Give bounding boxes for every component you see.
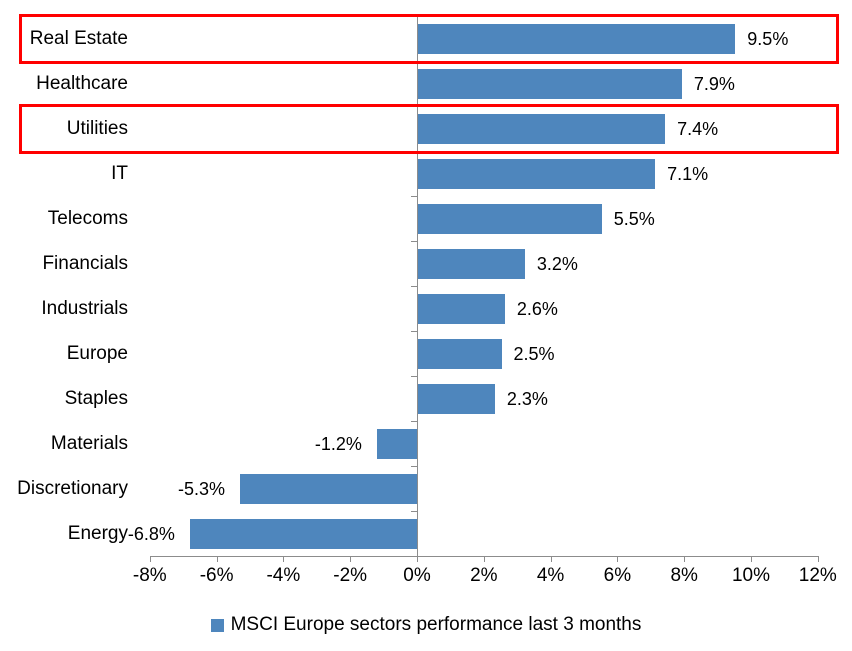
category-axis-tick	[411, 286, 417, 287]
bar	[418, 338, 502, 369]
category-label: Europe	[66, 343, 128, 364]
value-label: -6.8%	[127, 523, 175, 544]
bar-row: Materials -1.2%	[0, 421, 852, 466]
category-axis-tick	[411, 106, 417, 107]
bar	[418, 383, 495, 414]
value-label: 2.6%	[516, 298, 558, 319]
legend: MSCI Europe sectors performance last 3 m…	[0, 610, 852, 640]
category-axis-tick	[411, 61, 417, 62]
category-axis-tick	[411, 151, 417, 152]
category-label: Real Estate	[29, 28, 128, 49]
x-axis-tick	[216, 556, 218, 562]
x-axis-tick	[817, 556, 819, 562]
category-axis-tick	[411, 196, 417, 197]
value-label: 9.5%	[747, 28, 789, 49]
value-label: 7.4%	[677, 118, 719, 139]
x-tick-label: 10%	[731, 565, 771, 586]
bar	[239, 473, 417, 504]
bar-row: Financials 3.2%	[0, 241, 852, 286]
category-axis-tick	[411, 331, 417, 332]
bar	[418, 203, 602, 234]
x-axis-tick	[751, 556, 752, 562]
category-label: IT	[111, 163, 128, 184]
category-label: Discretionary	[17, 478, 128, 499]
category-label: Utilities	[66, 118, 128, 139]
value-label: 2.5%	[513, 343, 555, 364]
bar	[418, 248, 525, 279]
x-axis-tick	[550, 556, 552, 562]
category-axis-tick	[411, 16, 417, 17]
bar-row: Energy -6.8%	[0, 511, 852, 556]
x-tick-label: 4%	[536, 565, 565, 586]
bar-row: Discretionary -5.3%	[0, 466, 852, 511]
category-label: Energy	[67, 523, 128, 544]
x-axis-tick	[283, 556, 285, 562]
category-axis-tick	[411, 466, 417, 467]
category-axis-tick	[411, 511, 417, 512]
bar-row: Europe 2.5%	[0, 331, 852, 376]
x-tick-label: -4%	[266, 565, 301, 586]
category-label: Telecoms	[47, 208, 128, 229]
legend-marker-icon	[210, 618, 224, 632]
x-tick-label: 12%	[798, 565, 837, 586]
value-label: 5.5%	[613, 208, 655, 229]
category-label: Staples	[64, 388, 128, 409]
x-tick-label: 8%	[670, 565, 698, 586]
value-label: 7.9%	[693, 73, 735, 94]
bar-row: Staples 2.3%	[0, 376, 852, 421]
bar-row: Utilities 7.4%	[0, 106, 852, 151]
x-axis-tick	[149, 556, 151, 562]
bar-row: Industrials 2.6%	[0, 286, 852, 331]
category-label: Financials	[42, 253, 128, 274]
x-axis-tick	[617, 556, 619, 562]
x-tick-label: 0%	[403, 565, 431, 586]
x-tick-label: -2%	[333, 565, 368, 586]
category-axis-tick	[411, 421, 417, 422]
value-label: 3.2%	[536, 253, 578, 274]
x-tick-label: -6%	[199, 565, 234, 586]
legend-label: MSCI Europe sectors performance last 3 m…	[230, 614, 642, 635]
x-tick-label: 2%	[470, 565, 498, 586]
category-label: Healthcare	[36, 73, 128, 94]
bar	[189, 518, 417, 549]
category-label: Materials	[50, 433, 128, 454]
value-label: 7.1%	[667, 163, 709, 184]
category-axis-tick	[411, 241, 417, 242]
x-tick-label: -8%	[132, 565, 167, 586]
x-axis-tick	[417, 556, 418, 562]
bar-row: IT 7.1%	[0, 151, 852, 196]
bar-row: Telecoms 5.5%	[0, 196, 852, 241]
value-label: -1.2%	[314, 433, 362, 454]
bar	[418, 158, 656, 189]
x-axis-tick	[350, 556, 352, 562]
category-label: Industrials	[41, 298, 128, 319]
x-tick-label: 6%	[603, 565, 632, 586]
bar	[418, 23, 736, 54]
value-label: -5.3%	[177, 478, 225, 499]
bar	[418, 68, 682, 99]
x-axis-tick	[684, 556, 686, 562]
bar-row: Real Estate 9.5%	[0, 16, 852, 61]
bar	[418, 113, 666, 144]
value-axis-line	[417, 16, 418, 562]
bar	[376, 428, 417, 459]
value-label: 2.3%	[506, 388, 548, 409]
category-axis-tick	[411, 376, 417, 377]
bar-row: Healthcare 7.9%	[0, 61, 852, 106]
bar	[418, 293, 505, 324]
x-axis-tick	[483, 556, 485, 562]
